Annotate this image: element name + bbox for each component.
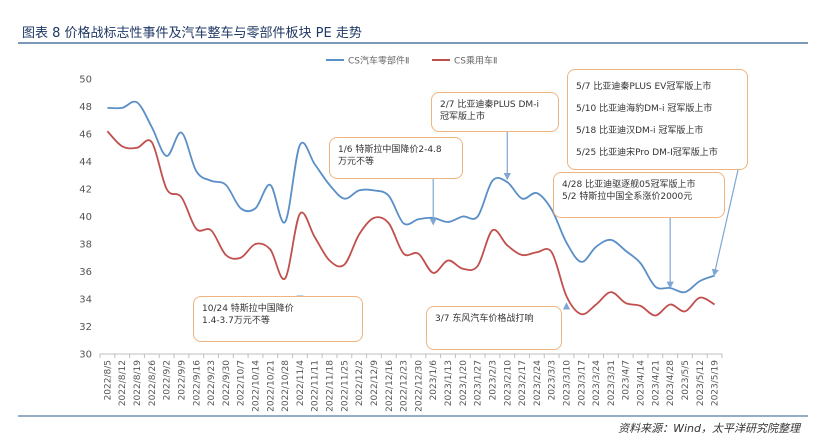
- annotation-text: 5/10 比亚迪海豹DM-i 冠军版上市: [576, 104, 713, 114]
- annotation-text: 万元不等: [338, 157, 375, 167]
- annotation-text: 10/24 特斯拉中国降价: [202, 304, 294, 314]
- x-tick-label: 2022/12/9: [370, 360, 380, 406]
- annotation-text: 2/7 比亚迪秦PLUS DM-i: [440, 100, 539, 110]
- x-tick-label: 2022/12/2: [355, 360, 365, 406]
- x-tick-label: 2023/5/5: [681, 360, 691, 400]
- x-tick-label: 2023/3/10: [563, 360, 573, 406]
- y-tick-label: 30: [79, 350, 92, 361]
- x-tick-label: 2022/10/28: [281, 360, 291, 412]
- annotation-callout: 4/28 比亚迪驱逐舰05冠军版上市 5/2 特斯拉中国全系涨价2000元: [553, 172, 725, 218]
- x-tick-label: 2023/5/19: [711, 360, 721, 406]
- annotation-text: 5/25 比亚迪宋Pro DM-I冠军版上市: [576, 148, 718, 158]
- x-tick-label: 2022/10/14: [252, 360, 262, 412]
- x-tick-label: 2022/10/21: [266, 360, 276, 412]
- x-tick-label: 2022/8/26: [148, 360, 158, 406]
- annotation-callout: 1/6 特斯拉中国降价2-4.8 万元不等: [329, 137, 463, 179]
- annotation-arrows: [296, 132, 739, 310]
- x-tick-label: 2022/11/25: [340, 360, 350, 412]
- x-tick-label: 2023/3/17: [577, 360, 587, 406]
- annotation-text: 1/6 特斯拉中国降价2-4.8: [338, 145, 442, 155]
- y-tick-label: 32: [79, 322, 92, 333]
- annotation-text: 5/7 比亚迪秦PLUS EV冠军版上市: [576, 82, 712, 92]
- chart-legend: CS汽车零部件Ⅱ CS乘用车Ⅱ: [326, 55, 497, 67]
- y-axis: 30 32 34 36 38 40 42 44 46 48 50: [79, 75, 92, 361]
- x-tick-label: 2022/8/12: [118, 360, 128, 406]
- y-tick-label: 38: [79, 240, 92, 251]
- annotation-callout: 10/24 特斯拉中国降价 1.4-3.7万元不等: [193, 296, 363, 342]
- x-tick-label: 2023/1/13: [444, 360, 454, 406]
- x-tick-label: 2023/1/6: [429, 360, 439, 401]
- x-tick-label: 2022/9/9: [177, 360, 187, 401]
- x-tick-label: 2023/3/3: [548, 360, 558, 400]
- x-axis: 2022/8/5 2022/8/12 2022/8/19 2022/8/26 2022/…: [99, 354, 723, 412]
- annotation-callout: 3/7 东风汽车价格战打响: [426, 306, 562, 350]
- legend-label: CS乘用车Ⅱ: [454, 55, 497, 67]
- x-tick-label: 2022/9/2: [163, 360, 173, 400]
- y-tick-label: 40: [79, 212, 92, 223]
- x-tick-label: 2023/3/31: [607, 360, 617, 406]
- x-tick-label: 2023/3/24: [592, 360, 602, 406]
- x-tick-label: 2022/8/5: [103, 360, 113, 400]
- series-line-1: [107, 100, 715, 294]
- x-tick-label: 2023/1/20: [459, 360, 469, 406]
- annotation-text: 5/18 比亚迪汉DM-i 冠军版上市: [576, 126, 704, 136]
- x-tick-label: 2022/9/16: [192, 360, 202, 406]
- x-tick-label: 2022/9/30: [222, 360, 232, 406]
- y-tick-label: 44: [79, 157, 92, 168]
- x-tick-label: 2022/10/7: [237, 360, 247, 406]
- y-tick-label: 34: [79, 295, 92, 306]
- x-tick-label: 2023/2/17: [518, 360, 528, 406]
- annotation-text: 4/28 比亚迪驱逐舰05冠军版上市: [562, 180, 696, 190]
- x-tick-label: 2023/4/21: [651, 360, 661, 406]
- x-tick-label: 2023/2/3: [488, 360, 498, 400]
- x-tick-label: 2022/11/4: [296, 360, 306, 406]
- x-tick-label: 2023/4/14: [637, 360, 647, 406]
- x-tick-label: 2023/2/10: [503, 360, 513, 406]
- x-tick-label: 2022/12/16: [385, 360, 395, 412]
- annotation-text: 冠军版上市: [440, 112, 486, 122]
- legend-label: CS汽车零部件Ⅱ: [348, 55, 409, 67]
- annotation-text: 3/7 东风汽车价格战打响: [435, 314, 534, 324]
- x-tick-label: 2022/12/23: [400, 360, 410, 412]
- annotation-text: 5/2 特斯拉中国全系涨价2000元: [562, 192, 693, 202]
- chart-title: 图表 8 价格战标志性事件及汽车整车与零部件板块 PE 走势: [22, 25, 362, 41]
- x-tick-label: 2023/4/7: [622, 360, 632, 400]
- x-tick-label: 2022/8/19: [133, 360, 143, 406]
- x-tick-label: 2022/11/11: [311, 360, 321, 412]
- annotation-callout: 5/7 比亚迪秦PLUS EV冠军版上市 5/10 比亚迪海豹DM-i 冠军版上市…: [567, 69, 748, 170]
- x-tick-label: 2023/1/27: [474, 360, 484, 406]
- y-tick-label: 50: [79, 75, 92, 86]
- x-tick-label: 2022/9/23: [207, 360, 217, 406]
- y-tick-label: 46: [79, 130, 92, 141]
- y-tick-label: 36: [79, 267, 92, 278]
- x-tick-label: 2023/2/24: [533, 360, 543, 406]
- annotation-callout: 2/7 比亚迪秦PLUS DM-i 冠军版上市: [431, 92, 559, 132]
- y-tick-label: 48: [79, 102, 92, 113]
- source-note: 资料来源：Wind，太平洋研究院整理: [618, 422, 802, 435]
- x-tick-label: 2022/11/18: [326, 360, 336, 412]
- x-tick-label: 2023/4/28: [666, 360, 676, 406]
- annotation-text: 1.4-3.7万元不等: [202, 316, 270, 326]
- y-tick-label: 42: [79, 185, 92, 196]
- series-lines: [106, 100, 716, 317]
- annotation-arrow: [711, 169, 739, 277]
- x-tick-label: 2022/12/30: [414, 360, 424, 412]
- series-line-2: [106, 130, 716, 317]
- x-tick-label: 2023/5/12: [696, 360, 706, 406]
